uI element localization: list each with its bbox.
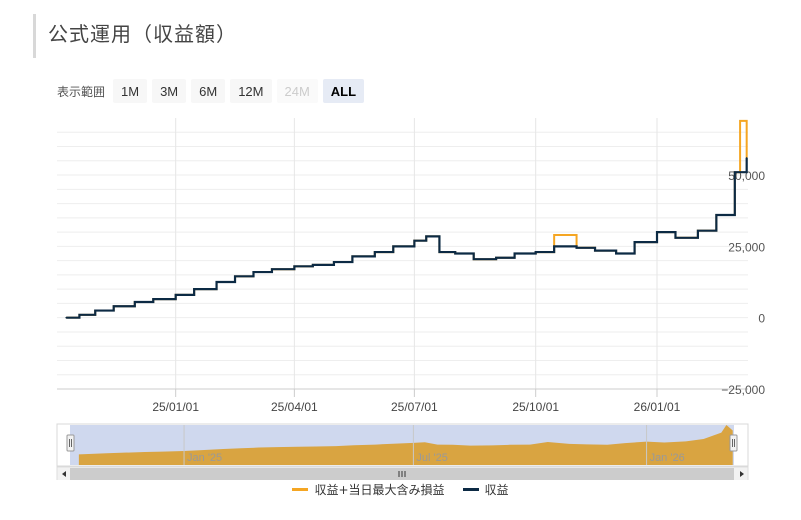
series-point-profit xyxy=(454,252,457,255)
chart-legend: 収益+当日最大含み損益 収益 xyxy=(0,480,801,498)
series-point-profit xyxy=(575,246,578,249)
y-tick-label: −25,000 xyxy=(721,383,765,397)
x-tick-label: 25/07/01 xyxy=(391,400,438,414)
scroll-left-arrow-icon[interactable] xyxy=(62,471,66,477)
series-point-profit xyxy=(413,239,416,242)
series-point-profit xyxy=(193,288,195,290)
series-point-profit xyxy=(215,281,218,283)
legend-label-max-intraday: 収益+当日最大含み損益 xyxy=(314,482,445,497)
range-button-24m: 24M xyxy=(276,79,318,103)
series-point-profit xyxy=(715,214,718,216)
series-point-profit xyxy=(674,237,677,239)
legend-item-profit[interactable]: 収益 xyxy=(462,481,509,498)
navigator-tick-label: Jul '25 xyxy=(416,452,447,464)
series-point-profit xyxy=(78,314,81,316)
chart-series xyxy=(65,119,748,319)
series-point-profit xyxy=(392,245,395,248)
series-point-profit xyxy=(271,268,273,270)
x-axis-labels: 25/01/01 25/04/01 25/07/01 25/10/01 26/01/01 xyxy=(152,400,680,414)
x-tick-label: 25/01/01 xyxy=(152,400,199,414)
navigator-scrollbar[interactable] xyxy=(56,466,749,480)
series-point-profit xyxy=(152,298,155,300)
series-point-profit xyxy=(112,305,115,308)
navigator-series-area xyxy=(78,425,733,465)
x-tick-label: 25/10/01 xyxy=(512,400,559,414)
page-title-bar: 公式運用（収益額） xyxy=(33,14,237,58)
x-tick-label: 26/01/01 xyxy=(634,400,681,414)
series-point-profit xyxy=(633,241,636,243)
series-point-profit xyxy=(513,252,516,255)
range-button-6m[interactable]: 6M xyxy=(191,79,226,103)
series-point-profit xyxy=(594,249,596,252)
range-button-3m[interactable]: 3M xyxy=(152,79,187,103)
series-point-profit xyxy=(134,301,136,303)
range-button-12m[interactable]: 12M xyxy=(230,79,272,103)
range-button-1m[interactable]: 1M xyxy=(113,79,148,103)
series-point-profit xyxy=(734,171,736,173)
series-point-profit xyxy=(293,265,296,268)
series-line-profit xyxy=(66,157,748,319)
navigator-left-handle[interactable] xyxy=(66,434,75,452)
legend-swatch-profit xyxy=(462,487,479,491)
series-line-max-intraday xyxy=(66,119,748,319)
series-point-profit xyxy=(745,157,748,159)
page-title: 公式運用（収益額） xyxy=(48,22,237,46)
legend-item-max-intraday[interactable]: 収益+当日最大含み損益 xyxy=(292,481,445,498)
series-point-profit xyxy=(495,256,497,259)
navigator-tick-label: Jan '26 xyxy=(650,452,685,464)
series-point-profit xyxy=(438,251,441,253)
series-point-profit xyxy=(534,251,537,253)
series-point-profit xyxy=(472,258,475,261)
series-point-profit xyxy=(615,252,617,255)
series-point-profit xyxy=(553,245,555,248)
series-point-profit xyxy=(312,264,314,266)
series-point-profit xyxy=(697,229,699,232)
navigator-labels: Jan '25 Jul '25 Jan '26 xyxy=(183,425,685,465)
series-point-profit xyxy=(374,251,376,253)
y-tick-label: 0 xyxy=(758,312,765,326)
series-point-profit xyxy=(234,275,236,278)
series-point-profit xyxy=(252,271,255,273)
series-point-profit xyxy=(65,316,68,319)
series-point-profit xyxy=(656,231,658,233)
range-selector: 表示範囲 1M 3M 6M 12M 24M ALL xyxy=(57,78,369,104)
range-button-all[interactable]: ALL xyxy=(322,79,365,103)
range-selector-label: 表示範囲 xyxy=(57,84,106,99)
legend-label-profit: 収益 xyxy=(484,482,509,497)
x-tick-label: 25/04/01 xyxy=(271,400,318,414)
scroll-right-arrow-icon[interactable] xyxy=(740,471,744,477)
series-point-profit xyxy=(425,235,428,238)
series-point-profit xyxy=(351,255,354,258)
chart-grid xyxy=(57,118,748,397)
y-tick-label: 25,000 xyxy=(728,240,765,254)
series-point-profit xyxy=(174,294,177,296)
series-point-profit xyxy=(333,261,335,263)
range-navigator[interactable]: Jan '25 Jul '25 Jan '26 xyxy=(56,423,749,480)
navigator-right-handle[interactable] xyxy=(729,434,738,452)
series-point-profit xyxy=(94,309,97,312)
navigator-tick-label: Jan '25 xyxy=(187,452,222,464)
legend-swatch-max-intraday xyxy=(292,487,309,491)
